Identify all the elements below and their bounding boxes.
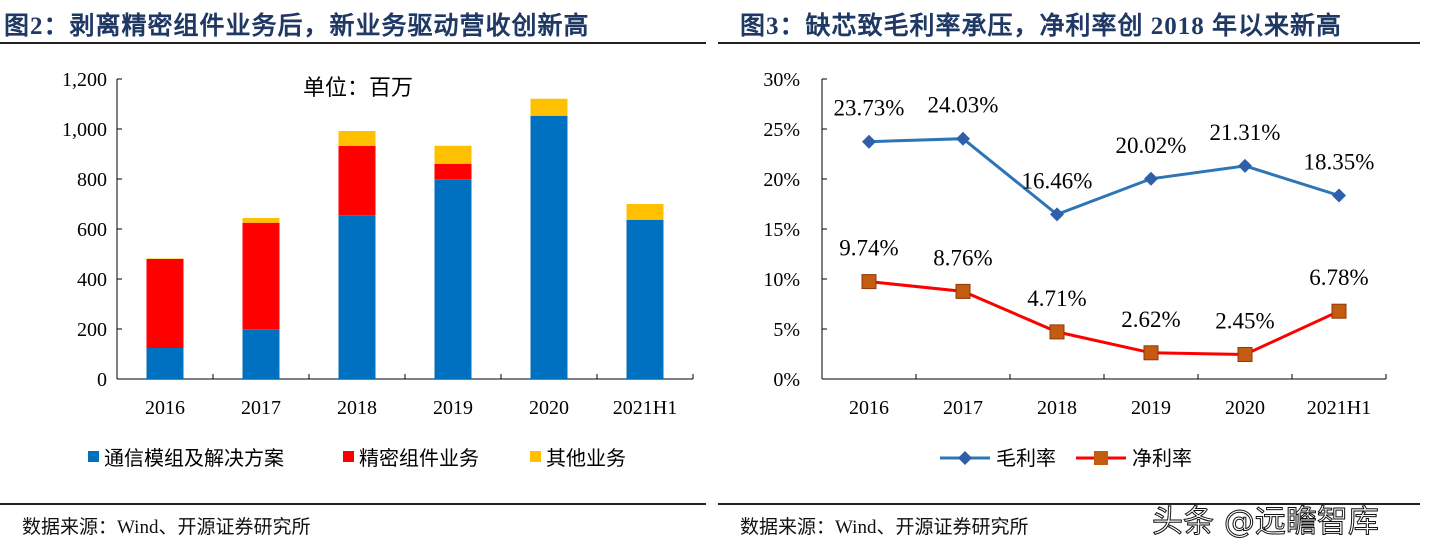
x-tick-label: 2017 (241, 397, 281, 419)
data-label: 21.31% (1210, 120, 1281, 145)
y-tick-label: 600 (77, 219, 107, 241)
bar-segment-2017 (242, 218, 280, 223)
legend-label: 精密组件业务 (359, 447, 479, 470)
legend-swatch (343, 451, 354, 462)
y-tick-label: 0% (773, 369, 800, 391)
x-tick-label: 2020 (1225, 397, 1265, 419)
y-tick-label: 400 (77, 269, 107, 291)
x-tick-label: 2021H1 (1307, 397, 1371, 419)
legend-marker (958, 451, 972, 465)
revenue-stacked-bar-chart: 0 200 400 600 800 1,000 1,200 2016 2017 2018 2019 2… (62, 69, 694, 470)
y-tick-label: 0 (97, 369, 107, 391)
legend-label: 其他业务 (546, 447, 626, 470)
data-point (1332, 188, 1346, 203)
data-label: 18.35% (1304, 150, 1375, 175)
source-note: 数据来源：Wind、开源证券研究所 (22, 517, 311, 538)
y-tick-label: 10% (763, 269, 800, 291)
data-label: 8.76% (933, 245, 992, 270)
series-line-净利率 (868, 280, 1340, 357)
data-label: 2.62% (1121, 307, 1180, 332)
divider (0, 503, 706, 505)
bar-segment-2016 (146, 348, 184, 379)
chart-title: 图2：剥离精密组件业务后，新业务驱动营收创新高 (4, 13, 590, 40)
bar-segment-2016 (146, 259, 184, 348)
x-tick-label: 2018 (337, 397, 377, 419)
data-label: 24.03% (928, 93, 999, 118)
bar-segment-2020 (530, 115, 568, 379)
series-line-毛利率 (868, 137, 1340, 217)
data-point (1237, 347, 1253, 362)
chart-title: 图3：缺芯致毛利率承压，净利率创 2018 年以来新高 (740, 13, 1343, 40)
data-label: 23.73% (834, 96, 905, 121)
y-tick-label: 20% (763, 169, 800, 191)
y-tick-label: 5% (773, 319, 800, 341)
data-label: 9.74% (839, 236, 898, 261)
divider (718, 42, 1420, 44)
bar-segment-2018 (338, 146, 376, 216)
data-point (1049, 324, 1065, 340)
legend-marker (1094, 451, 1108, 465)
y-tick-label: 30% (763, 69, 800, 91)
x-tick-label: 2020 (529, 397, 569, 419)
legend-label: 净利率 (1132, 447, 1192, 470)
data-label: 4.71% (1027, 286, 1086, 311)
data-label: 2.45% (1215, 309, 1274, 334)
watermark: 头条 @远瞻智库 (1152, 504, 1380, 541)
x-tick-label: 2019 (1131, 397, 1171, 419)
y-tick-label: 1,000 (62, 119, 107, 141)
bar-segment-2018 (338, 215, 376, 379)
data-label: 6.78% (1309, 265, 1368, 290)
bar-segment-2021H1 (626, 219, 664, 379)
data-point (861, 274, 877, 290)
data-label: 16.46% (1022, 168, 1093, 193)
x-tick-label: 2021H1 (613, 397, 677, 419)
y-tick-label: 1,200 (62, 69, 107, 91)
y-tick-label: 800 (77, 169, 107, 191)
data-point (956, 131, 970, 146)
y-tick-label: 15% (763, 219, 800, 241)
data-point (862, 134, 876, 149)
y-tick-label: 200 (77, 319, 107, 341)
data-point (1050, 207, 1064, 222)
bar-segment-2019 (434, 145, 472, 164)
legend-label: 毛利率 (996, 447, 1056, 470)
bar-segment-2017 (242, 222, 280, 330)
bar-segment-2020 (530, 98, 568, 116)
legend-swatch (88, 451, 99, 462)
divider (718, 503, 1420, 505)
bar-segment-2019 (434, 163, 472, 180)
bar-segment-2021H1 (626, 204, 664, 220)
data-point (1144, 171, 1158, 186)
data-point (955, 283, 971, 299)
margin-line-chart: 0% 5% 10% 15% 20% 25% 30% 2016 2017 2018 2019 2020 2… (763, 69, 1387, 470)
x-tick-label: 2016 (145, 397, 185, 419)
data-label: 20.02% (1116, 133, 1187, 158)
data-point (1238, 158, 1252, 173)
unit-label: 单位：百万 (303, 75, 413, 100)
legend-label: 通信模组及解决方案 (104, 447, 284, 470)
margin-chart-panel: 图3：缺芯致毛利率承压，净利率创 2018 年以来新高 0% 5% 10% 15% 20… (718, 0, 1420, 550)
y-tick-label: 25% (763, 119, 800, 141)
data-point (1331, 303, 1347, 319)
x-tick-label: 2016 (849, 397, 889, 419)
source-note: 数据来源：Wind、开源证券研究所 (740, 517, 1029, 538)
x-tick-label: 2017 (943, 397, 983, 419)
legend-swatch (530, 451, 541, 462)
bar-segment-2016 (146, 258, 184, 259)
bar-segment-2017 (242, 329, 280, 379)
bar-segment-2018 (338, 131, 376, 146)
data-point (1143, 345, 1159, 361)
revenue-chart-panel: 图2：剥离精密组件业务后，新业务驱动营收创新高 0 200 400 600 800 1,0… (0, 0, 706, 550)
divider (0, 42, 706, 44)
bar-segment-2019 (434, 179, 472, 379)
x-tick-label: 2019 (433, 397, 473, 419)
x-tick-label: 2018 (1037, 397, 1077, 419)
